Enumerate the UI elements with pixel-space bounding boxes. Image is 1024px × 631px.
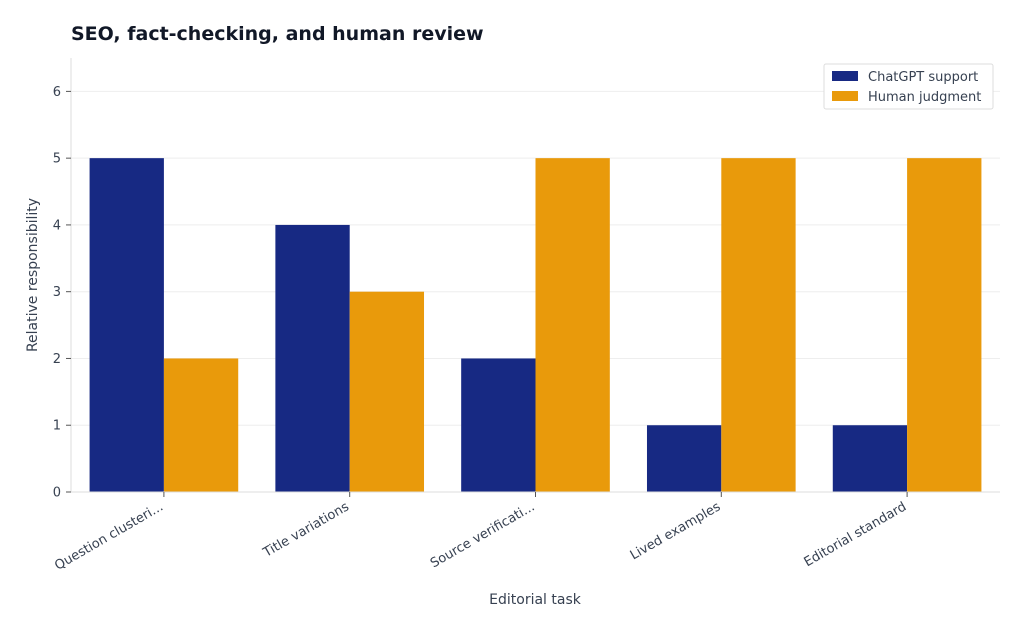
bar-human-judgment — [163, 358, 239, 492]
legend-label: Human judgment — [868, 90, 981, 105]
y-tick-label: 3 — [53, 285, 61, 300]
y-tick-label: 5 — [53, 152, 61, 167]
y-tick-label: 6 — [53, 85, 61, 100]
legend: ChatGPT support Human judgment — [823, 63, 994, 110]
legend-swatch — [832, 91, 858, 101]
bar-human-judgment — [721, 158, 796, 492]
bar-human-judgment — [349, 291, 425, 492]
bar-chatgpt-support — [461, 358, 536, 492]
chart-title: SEO, fact-checking, and human review — [71, 23, 484, 45]
y-tick-label: 1 — [53, 419, 61, 434]
bar-human-judgment — [535, 158, 610, 492]
bar-chatgpt-support — [89, 158, 164, 492]
x-axis-label: Editorial task — [489, 592, 582, 608]
legend-box — [823, 63, 994, 110]
x-ticks: Question clusteri... Title variations Sour… — [52, 492, 909, 574]
y-tick-label: 0 — [53, 486, 61, 501]
bar-chatgpt-support — [275, 224, 350, 492]
x-tick-label: Question clusteri... — [52, 499, 166, 573]
x-tick-label: Editorial standard — [802, 499, 909, 570]
x-tick-label: Title variations — [260, 499, 352, 561]
bars — [89, 158, 982, 492]
y-axis-label: Relative responsibility — [25, 198, 41, 352]
y-tick-label: 2 — [53, 352, 61, 367]
x-tick-label: Source verificati... — [428, 499, 538, 571]
y-ticks: 0 1 2 3 4 5 6 — [53, 85, 71, 501]
bar-chatgpt-support — [832, 425, 908, 492]
x-tick-label: Lived examples — [628, 499, 724, 563]
y-tick-label: 4 — [53, 218, 61, 233]
legend-label: ChatGPT support — [868, 70, 978, 85]
bar-human-judgment — [907, 158, 982, 492]
bar-chatgpt-support — [646, 425, 722, 492]
legend-swatch — [832, 71, 858, 81]
